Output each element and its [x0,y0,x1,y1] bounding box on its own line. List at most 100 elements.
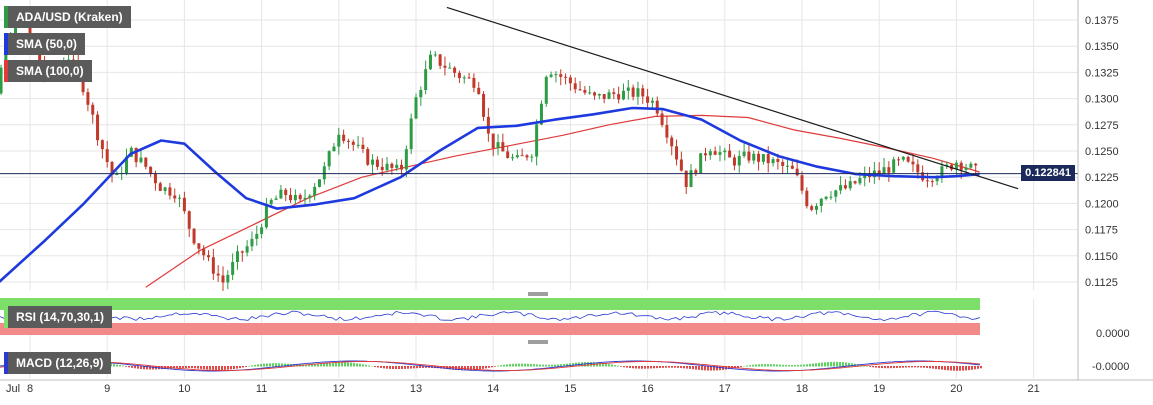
candle-body [380,166,384,171]
candle-body [897,159,900,161]
symbol-legend[interactable]: ADA/USD (Kraken) [4,6,131,28]
candle-body [139,157,143,163]
macd-histogram-bar [530,363,532,367]
macd-histogram-bar [764,364,766,367]
candle-body [843,185,847,189]
macd-histogram-bar [479,366,481,370]
macd-histogram-bar [782,364,784,367]
macd-histogram-bar [194,366,196,369]
macd-resize-handle [528,340,548,344]
macd-histogram-bar [683,366,685,369]
macd-histogram-bar [506,364,508,367]
macd-histogram-bar [419,366,421,369]
macd-histogram-bar [326,363,328,367]
macd-histogram-bar [785,364,787,367]
candle-body [593,92,597,96]
rsi-overbought-zone [0,298,980,310]
macd-histogram-bar [401,366,403,370]
macd-histogram-bar [977,366,979,369]
sma100-path [145,114,980,288]
candle-body [597,94,601,96]
candle-body [641,88,645,97]
macd-histogram-bar [509,364,511,367]
macd-histogram-bar [848,362,850,367]
macd-histogram-bar [920,366,922,368]
macd-histogram-bar [425,366,427,368]
macd-histogram-bar [674,366,676,368]
candle-body [289,194,293,201]
rsi-pane: 0.0000 [0,292,1130,340]
macd-histogram-bar [626,366,628,368]
candle-body [757,153,761,162]
macd-histogram-bar [887,366,889,369]
macd-histogram-bar [134,366,136,369]
macd-legend[interactable]: MACD (12,26,9) [4,352,112,374]
macd-histogram-bar [806,364,808,367]
candle-body [182,197,186,212]
main-pane-bg [0,0,1078,290]
candle-body [279,189,283,199]
macd-histogram-bar [827,362,829,367]
macd-histogram-bar [365,364,367,367]
macd-swatch [4,352,8,374]
macd-histogram-bar [209,366,211,370]
macd-histogram-bar [350,362,352,367]
candle-body [901,156,905,160]
macd-histogram-bar [935,366,937,369]
macd-histogram-bar [218,366,220,371]
candle-body [260,227,264,234]
candle-body [506,151,510,158]
macd-histogram-bar [245,366,247,367]
sma50-legend[interactable]: SMA (50,0) [4,33,85,55]
macd-histogram-bar [758,364,760,367]
macd-histogram-bar [320,363,322,367]
candle-body [100,140,104,150]
candle-body [655,100,659,114]
time-axis: Jul 8 9 10 11 12 13 14 15 16 17 18 19 20 21 [0,379,1153,395]
candle-body [969,163,973,168]
candle-body [110,162,114,175]
price-axis: 0.1375 0.1350 0.1325 0.1300 0.1275 0.1250 0.12… [1077,0,1119,380]
macd-histogram-bar [980,366,982,369]
macd-histogram-bar [611,364,613,367]
macd-histogram-bar [884,366,886,369]
macd-histogram-bar [620,366,622,367]
macd-histogram-bar [191,366,193,369]
macd-histogram-bar [497,365,499,367]
rsi-legend[interactable]: RSI (14,70,30,1) [4,306,113,328]
macd-histogram-bar [515,363,517,367]
macd-histogram-bar [215,366,217,370]
candle-body [530,156,534,158]
candle-body [134,147,138,163]
macd-histogram-bar [788,364,790,367]
candle-body [0,67,3,94]
macd-histogram-bar [851,363,853,367]
macd-histogram-bar [824,362,826,367]
macd-histogram-bar [923,366,925,368]
candle-body [337,134,341,147]
macd-histogram-bar [662,366,664,368]
macd-histogram-bar [323,363,325,367]
macd-histogram-bar [512,363,514,367]
macd-histogram-bar [845,362,847,367]
candle-body [559,74,563,77]
trendline [0,6,1078,190]
macd-histogram-bar [710,366,712,371]
x-tick-label: 10 [178,383,190,395]
candle-body [366,148,370,165]
candle-body [486,116,490,134]
candle-body [675,146,679,160]
macd-histogram-bar [197,366,199,369]
x-tick-label: 18 [796,383,808,395]
macd-histogram-bar [227,366,229,370]
sma100-legend[interactable]: SMA (100,0) [4,60,92,82]
macd-histogram-bar [800,364,802,367]
candle-body [752,153,756,161]
candle-body [231,262,235,275]
rsi-axis-label: 0.0000 [1096,328,1130,340]
macd-histogram-bar [443,366,445,369]
candle-body [308,195,312,198]
candle-body [959,162,963,170]
candle-body [636,88,640,97]
